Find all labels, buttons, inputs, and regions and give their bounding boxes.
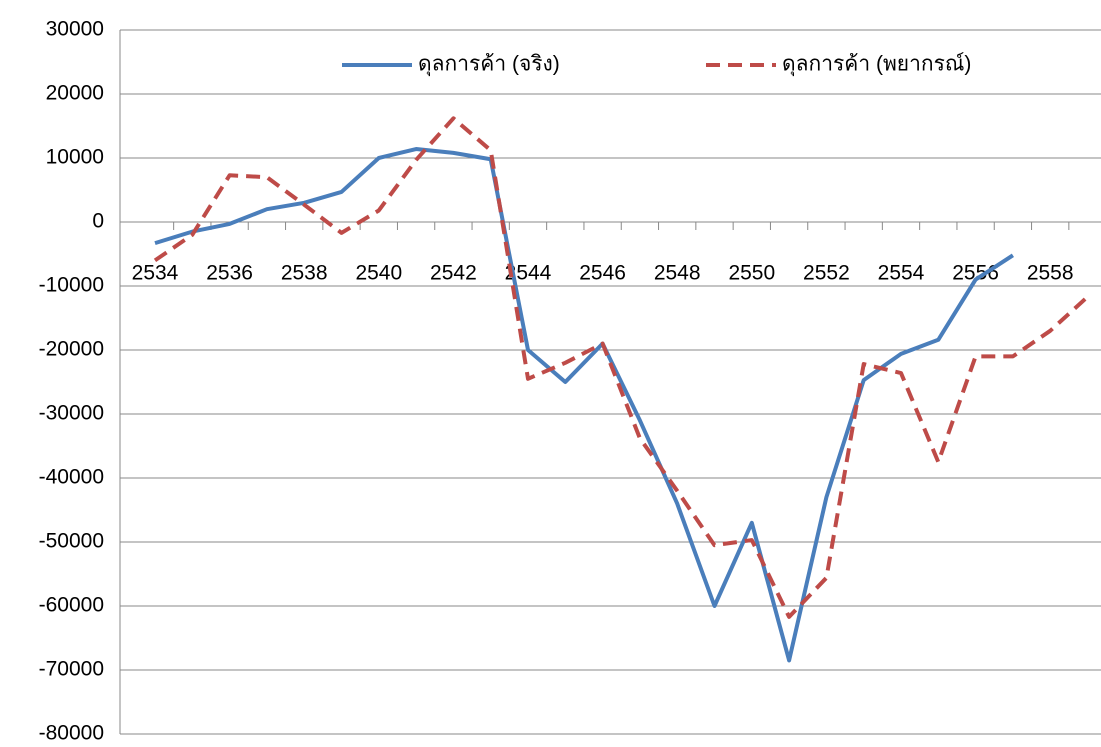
x-tick-label: 2548 xyxy=(654,262,701,285)
y-tick-label: -50000 xyxy=(39,530,104,553)
x-tick-label: 2538 xyxy=(281,262,328,285)
x-tick-label: 2556 xyxy=(952,262,999,285)
y-tick-label: -40000 xyxy=(39,466,104,489)
y-tick-label: 0 xyxy=(92,210,104,233)
x-tick-label: 2544 xyxy=(505,262,552,285)
x-tick-label: 2558 xyxy=(1027,262,1074,285)
x-tick-label: 2542 xyxy=(430,262,477,285)
x-tick-label: 2536 xyxy=(206,262,253,285)
y-tick-label: -30000 xyxy=(39,402,104,425)
y-tick-label: -10000 xyxy=(39,274,104,297)
legend-label: ดุลการค้า (จริง) xyxy=(418,53,560,77)
x-tick-label: 2534 xyxy=(132,262,179,285)
y-tick-label: 10000 xyxy=(46,146,104,169)
y-tick-label: -70000 xyxy=(39,658,104,681)
legend-label: ดุลการค้า (พยากรณ์) xyxy=(782,52,971,77)
y-tick-label: -80000 xyxy=(39,722,104,742)
series-line xyxy=(153,116,1089,619)
y-tick-label: 30000 xyxy=(46,18,104,41)
x-tick-label: 2554 xyxy=(878,262,925,285)
series-line xyxy=(154,147,1014,663)
y-tick-label: 20000 xyxy=(46,82,104,105)
x-tick-label: 2540 xyxy=(355,262,402,285)
y-tick-label: -60000 xyxy=(39,594,104,617)
x-tick-label: 2546 xyxy=(579,262,626,285)
x-tick-label: 2550 xyxy=(728,262,775,285)
x-tick-label: 2552 xyxy=(803,262,850,285)
y-tick-label: -20000 xyxy=(39,338,104,361)
